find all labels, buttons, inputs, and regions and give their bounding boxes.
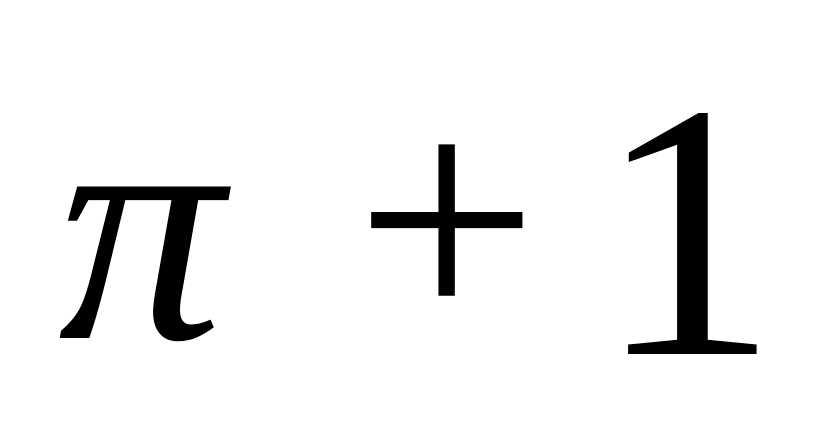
- pi-symbol: π: [58, 45, 224, 410]
- number-one: 1: [596, 29, 779, 433]
- plus-operator: +: [355, 39, 539, 399]
